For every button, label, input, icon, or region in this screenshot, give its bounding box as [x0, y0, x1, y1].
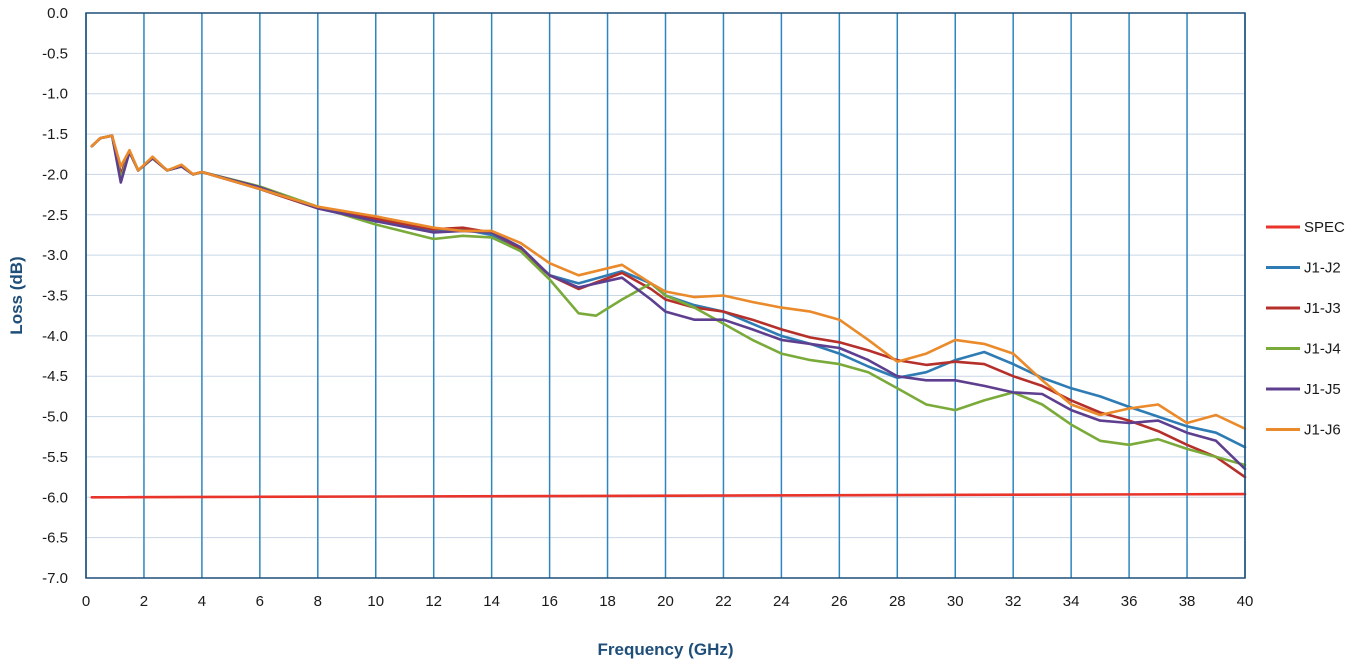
x-tick-label: 20 [657, 593, 674, 610]
legend-label: J1-J5 [1304, 381, 1341, 398]
legend-label: J1-J4 [1304, 341, 1341, 358]
x-tick-label: 36 [1121, 593, 1138, 610]
x-tick-label: 40 [1237, 593, 1254, 610]
x-tick-label: 12 [425, 593, 442, 610]
x-tick-label: 30 [947, 593, 964, 610]
series-line-spec [90, 492, 1247, 499]
x-tick-label: 8 [314, 593, 322, 610]
x-tick-label: 14 [483, 593, 500, 610]
x-tick-label: 26 [831, 593, 848, 610]
y-tick-label: -3.5 [42, 288, 68, 305]
x-tick-label: 22 [715, 593, 732, 610]
legend-label: J1-J6 [1304, 422, 1341, 439]
y-tick-label: -2.5 [42, 207, 68, 224]
y-tick-label: -7.0 [42, 570, 68, 587]
y-axis-tick-labels: 0.0 -0.5 -1.0 -1.5 -2.0 -2.5 -3.0 -3.5 -4.0 -4.5 -… [42, 5, 68, 587]
x-axis-title: Frequency (GHz) [597, 640, 733, 659]
x-tick-label: 10 [367, 593, 384, 610]
x-tick-label: 32 [1005, 593, 1022, 610]
series-line-j1-j6 [90, 134, 1247, 430]
x-tick-label: 16 [541, 593, 558, 610]
y-axis-title: Loss (dB) [7, 256, 26, 334]
y-tick-label: -4.5 [42, 368, 68, 385]
y-tick-label: -5.5 [42, 449, 68, 466]
y-tick-label: -6.0 [42, 489, 68, 506]
y-tick-label: -5.0 [42, 409, 68, 426]
x-tick-label: 24 [773, 593, 790, 610]
x-tick-label: 2 [140, 593, 148, 610]
x-tick-label: 38 [1179, 593, 1196, 610]
series-lines [90, 134, 1247, 499]
y-tick-label: 0.0 [47, 5, 68, 22]
legend: SPEC J1-J2 J1-J3 J1-J4 J1-J5 J1-J6 [1266, 219, 1345, 439]
legend-label: J1-J2 [1304, 260, 1341, 277]
x-tick-label: 6 [256, 593, 264, 610]
y-tick-label: -4.0 [42, 328, 68, 345]
y-tick-label: -1.0 [42, 86, 68, 103]
x-axis-tick-labels: 0 2 4 6 8 10 12 14 16 18 20 22 24 26 28 30 32 34 36 38 40 [82, 593, 1254, 610]
y-tick-label: -1.5 [42, 126, 68, 143]
legend-label: J1-J3 [1304, 300, 1341, 317]
x-tick-label: 4 [198, 593, 206, 610]
x-tick-label: 0 [82, 593, 90, 610]
y-tick-label: -0.5 [42, 45, 68, 62]
x-tick-label: 18 [599, 593, 616, 610]
y-tick-label: -2.0 [42, 166, 68, 183]
series-line-j1-j5 [90, 134, 1247, 471]
y-tick-label: -3.0 [42, 247, 68, 264]
x-tick-label: 28 [889, 593, 906, 610]
legend-label: SPEC [1304, 219, 1345, 236]
vertical-gridlines [85, 13, 1246, 578]
x-tick-label: 34 [1063, 593, 1080, 610]
plot-area-frame [85, 12, 1246, 579]
y-tick-label: -6.5 [42, 530, 68, 547]
